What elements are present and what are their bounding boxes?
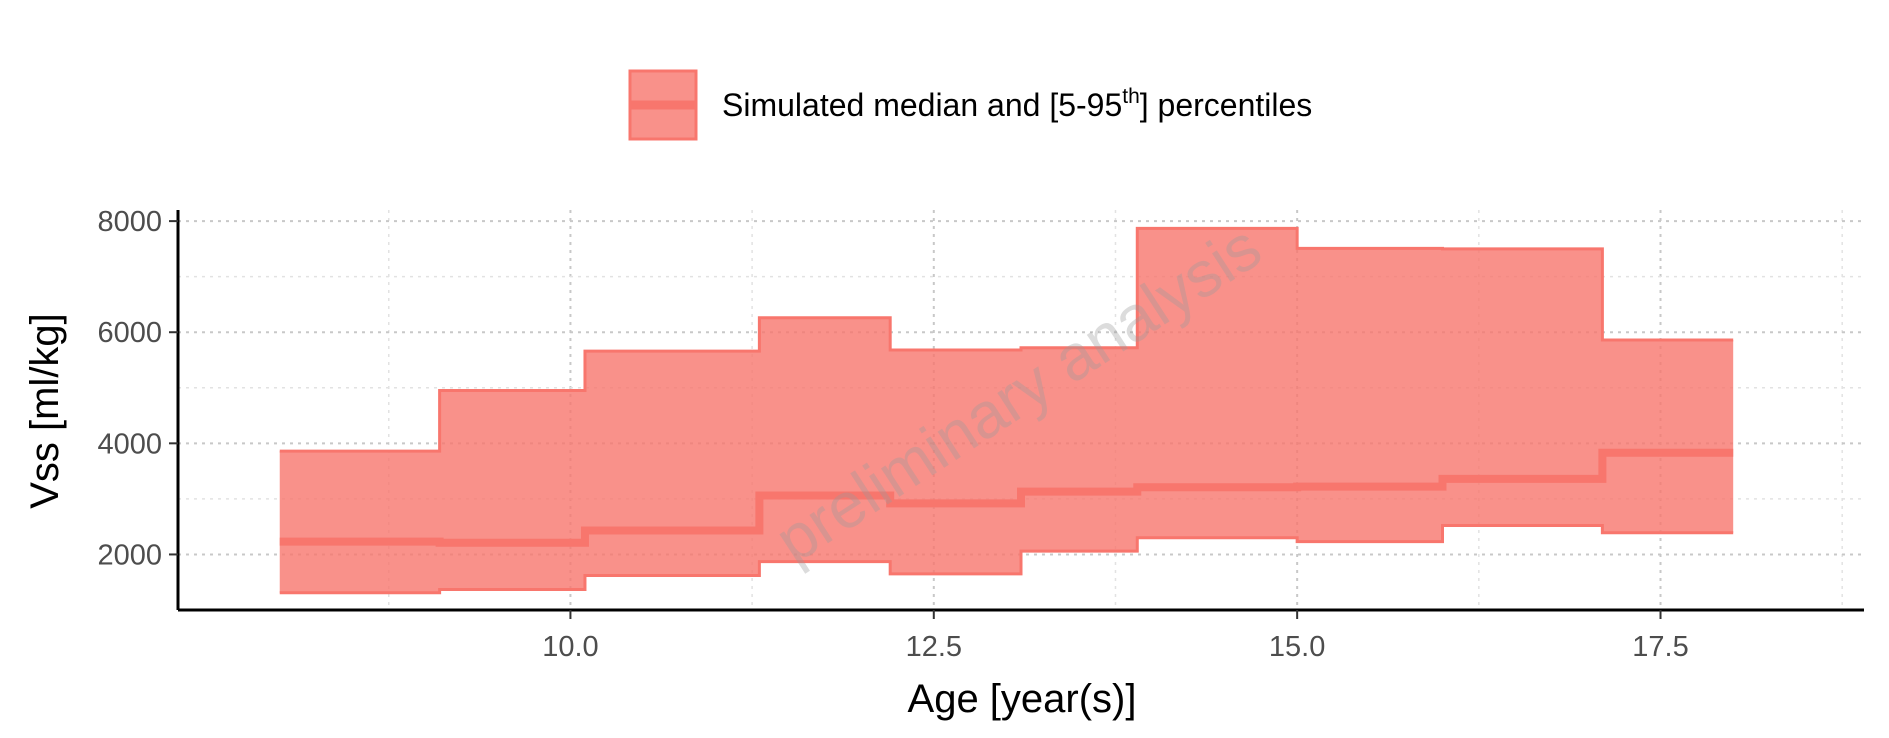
- median-step-line: [279, 448, 1734, 547]
- y-tick-label: 8000: [97, 206, 162, 238]
- ribbon-area: [279, 228, 1734, 593]
- percentile-ribbon: [279, 226, 1734, 595]
- y-axis-title: Vss [ml/kg]: [23, 313, 67, 509]
- x-tick-label: 10.0: [542, 631, 598, 663]
- legend-label-superscript: th: [1122, 85, 1140, 108]
- x-tick-label: 15.0: [1269, 631, 1325, 663]
- upper-percentile-line: [279, 226, 1734, 453]
- y-tick-labels: 2000 4000 6000 8000: [97, 206, 162, 571]
- x-axis-title: Age [year(s)]: [908, 677, 1137, 721]
- legend: Simulated median and [5-95th] percentile…: [628, 69, 1312, 141]
- axes: [169, 210, 1864, 619]
- legend-label-main: Simulated median and [5-95: [722, 87, 1122, 123]
- x-tick-label: 17.5: [1632, 631, 1688, 663]
- legend-label: Simulated median and [5-95th] percentile…: [722, 85, 1312, 123]
- x-tick-label: 12.5: [906, 631, 962, 663]
- y-tick-label: 2000: [97, 539, 162, 571]
- x-tick-labels: 10.0 12.5 15.0 17.5: [542, 631, 1689, 663]
- legend-label-end: ] percentiles: [1140, 87, 1313, 123]
- median-line: [279, 448, 1734, 547]
- y-tick-label: 6000: [97, 317, 162, 349]
- y-tick-label: 4000: [97, 428, 162, 460]
- lower-percentile-line: [279, 524, 1734, 595]
